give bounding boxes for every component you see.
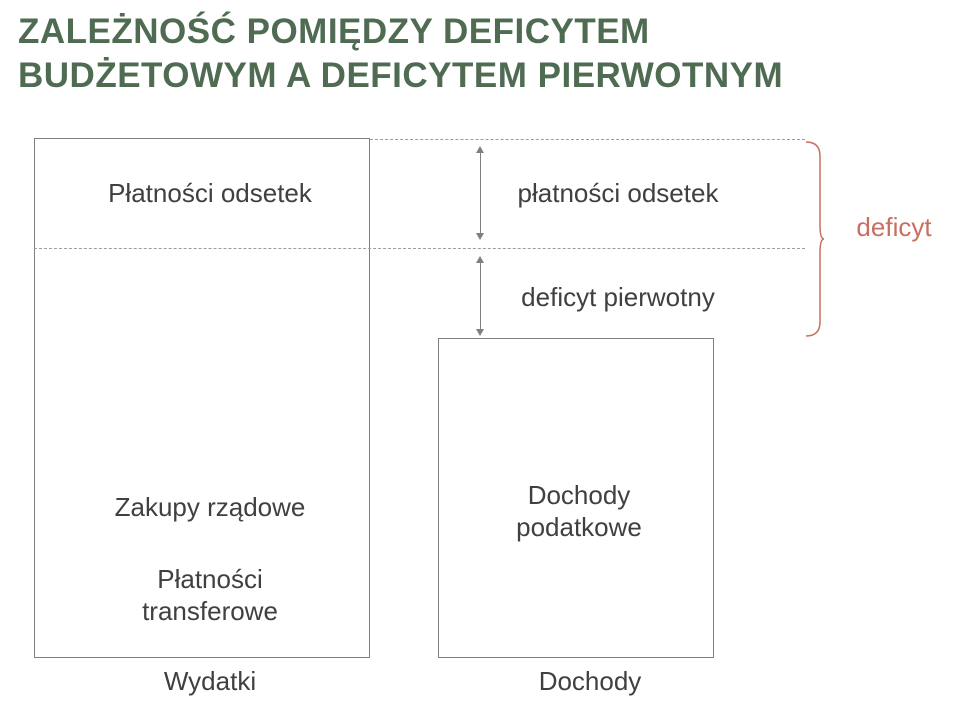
- label-platnosci-transferowe-l2: transferowe: [80, 596, 340, 627]
- label-dochody-podatkowe-l1: Dochody: [454, 480, 704, 511]
- label-wydatki: Wydatki: [130, 666, 290, 697]
- label-deficyt: deficyt: [834, 212, 954, 243]
- label-platnosci-transferowe-l1: Płatności: [80, 564, 340, 595]
- label-deficyt-pierwotny: deficyt pierwotny: [488, 282, 748, 313]
- label-dochody: Dochody: [510, 666, 670, 697]
- label-dochody-podatkowe-l2: podatkowe: [454, 512, 704, 543]
- label-platnosci-odsetek-right: płatności odsetek: [488, 178, 748, 209]
- label-platnosci-odsetek-left: Płatności odsetek: [80, 178, 340, 209]
- label-zakupy-rzadowe: Zakupy rządowe: [80, 492, 340, 523]
